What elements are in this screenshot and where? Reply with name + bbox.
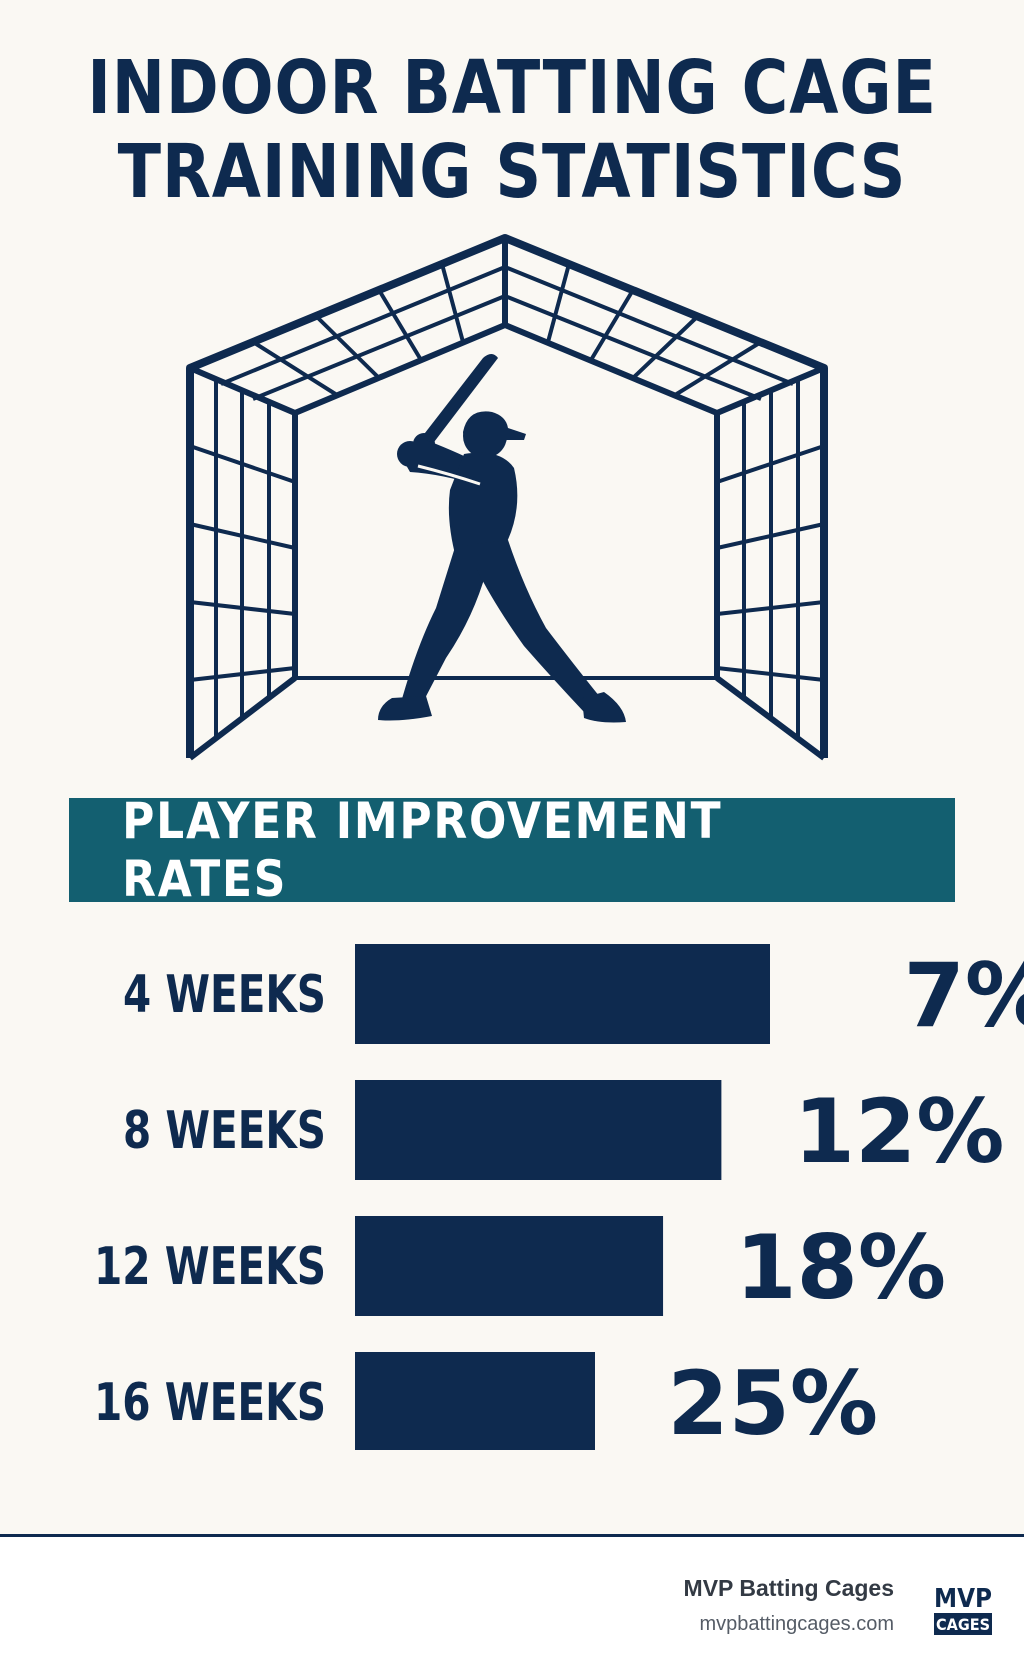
value-label: 25%	[667, 1352, 878, 1450]
value-label: 18%	[735, 1216, 946, 1319]
bar	[355, 944, 770, 1044]
logo-text-top: MVP	[934, 1584, 992, 1614]
page-title: INDOOR BATTING CAGE TRAINING STATISTICS	[72, 46, 953, 214]
category-label: 4 WEEKS	[123, 965, 326, 1025]
banner-label: PLAYER IMPROVEMENT RATES	[122, 792, 723, 908]
footer-divider	[0, 1534, 1024, 1537]
bar	[355, 1080, 722, 1180]
category-label: 16 WEEKS	[94, 1373, 326, 1433]
title-line-2: TRAINING STATISTICS	[117, 129, 907, 215]
mvp-logo-icon: MVP CAGES	[932, 1579, 994, 1641]
brand-url[interactable]: mvpbattingcages.com	[699, 1613, 894, 1635]
improvement-bar-chart: 4 WEEKS 7% 8 WEEKS 12% 12 WEEKS 18% 16 WEEKS 25…	[94, 944, 1024, 1450]
batter-in-cage-icon	[186, 234, 828, 761]
bar	[355, 1216, 664, 1316]
value-label: 12%	[794, 1080, 1005, 1183]
section-banner: PLAYER IMPROVEMENT RATES	[69, 792, 955, 908]
category-label: 12 WEEKS	[94, 1237, 326, 1297]
footer: MVP Batting Cages mvpbattingcages.com MV…	[0, 1537, 1024, 1666]
brand-name: MVP Batting Cages	[683, 1575, 894, 1601]
logo-text-bottom: CAGES	[936, 1615, 990, 1634]
value-label: 7%	[904, 944, 1024, 1047]
title-line-1: INDOOR BATTING CAGE	[87, 45, 937, 131]
bar	[355, 1352, 595, 1450]
category-label: 8 WEEKS	[123, 1101, 326, 1161]
